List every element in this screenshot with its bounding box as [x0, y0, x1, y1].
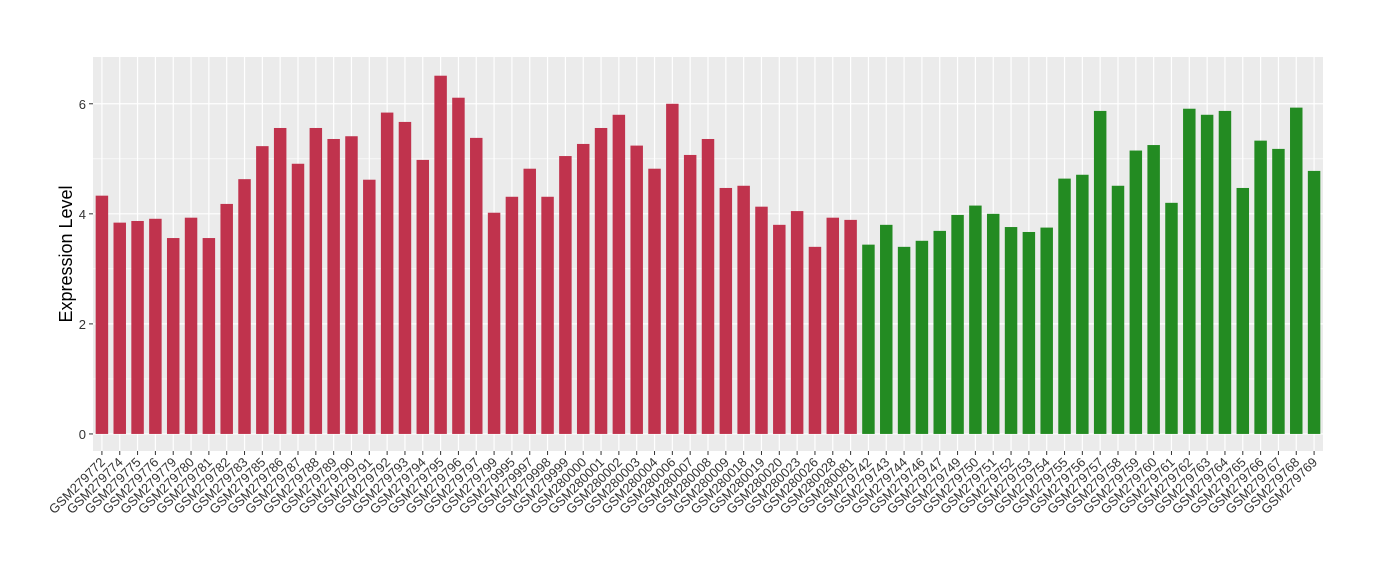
bar	[398, 121, 412, 434]
bar	[844, 219, 857, 434]
bar	[1004, 227, 1018, 434]
bar	[487, 212, 501, 434]
bar	[666, 103, 679, 434]
bar	[1307, 170, 1321, 434]
bar	[149, 218, 162, 434]
bar	[345, 136, 358, 434]
bar	[773, 224, 786, 434]
bar	[826, 217, 840, 434]
bar	[1218, 110, 1232, 434]
bar	[808, 246, 822, 434]
bar	[95, 195, 109, 434]
bar	[452, 97, 465, 434]
y-tick-label: 4	[79, 207, 86, 222]
bar	[202, 238, 216, 434]
bar	[969, 205, 982, 434]
bar	[1200, 114, 1214, 434]
bar	[648, 168, 661, 434]
bar	[594, 127, 608, 434]
bar	[470, 137, 483, 434]
bar	[1183, 108, 1196, 434]
bar	[327, 138, 340, 434]
bar	[576, 143, 590, 434]
bar	[1272, 148, 1285, 434]
bar	[755, 206, 768, 434]
bar	[416, 159, 430, 434]
bar	[1290, 107, 1303, 434]
bar	[986, 213, 1000, 434]
bar	[166, 238, 180, 434]
bar	[915, 240, 929, 434]
bar	[1058, 178, 1071, 434]
bar	[880, 224, 893, 434]
bar	[630, 145, 643, 434]
bar	[933, 230, 946, 434]
bar	[559, 156, 572, 434]
bar	[897, 246, 911, 434]
bar	[737, 185, 750, 434]
bar	[505, 196, 519, 434]
bar	[1254, 140, 1267, 434]
bar	[1165, 202, 1178, 434]
y-tick-label: 6	[79, 97, 86, 112]
bar	[719, 187, 733, 434]
bar	[434, 75, 447, 434]
bar	[1147, 145, 1160, 434]
bar	[273, 127, 287, 434]
bar	[184, 217, 198, 434]
bar	[220, 203, 233, 434]
bar	[541, 196, 554, 434]
y-axis-title: Expression Level	[56, 185, 76, 322]
bar	[1076, 174, 1089, 434]
bar	[363, 179, 376, 434]
bar	[1093, 110, 1107, 434]
bar	[131, 220, 144, 434]
bar	[683, 154, 697, 434]
bar	[612, 114, 626, 434]
y-tick-label: 2	[79, 317, 86, 332]
bar	[1022, 231, 1036, 434]
bar	[238, 179, 251, 434]
bar	[951, 214, 964, 434]
bar	[291, 163, 305, 434]
bar	[1111, 185, 1125, 434]
bar	[1236, 187, 1250, 434]
bar	[309, 127, 323, 434]
bar	[380, 112, 394, 434]
bar	[862, 244, 875, 434]
bar	[1040, 227, 1053, 434]
bar	[790, 211, 804, 434]
bar	[701, 138, 715, 434]
y-tick-label: 0	[79, 427, 86, 442]
bar	[256, 146, 269, 434]
bar	[523, 168, 536, 434]
bar	[113, 222, 126, 434]
bar	[1129, 150, 1143, 434]
